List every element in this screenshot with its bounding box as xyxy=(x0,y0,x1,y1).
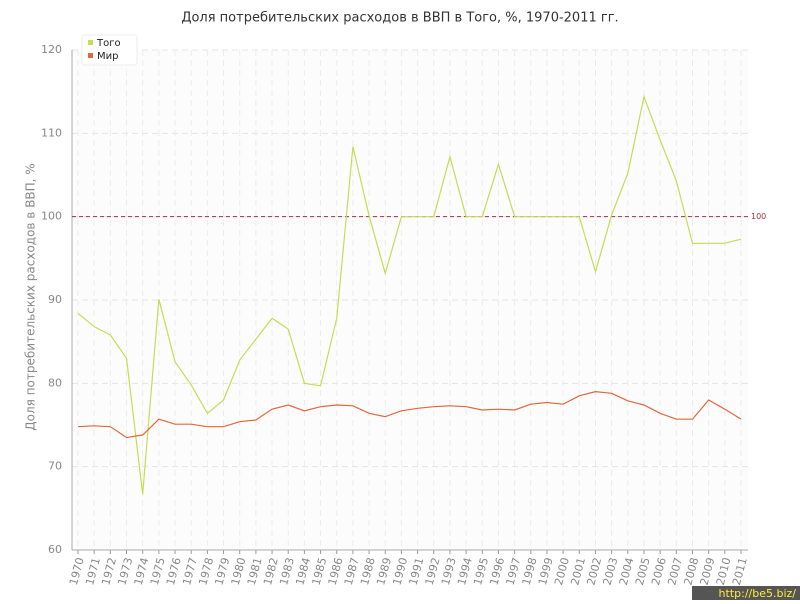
series-line xyxy=(77,391,742,439)
legend-label: Того xyxy=(96,38,121,49)
legend: Того Мир xyxy=(81,34,138,66)
y-tick-label: 80 xyxy=(48,376,62,389)
chart-title: Доля потребительских расходов в ВВП в То… xyxy=(181,11,618,26)
y-tick-label: 120 xyxy=(41,43,62,56)
watermark: http://be5.biz/ xyxy=(719,587,797,600)
y-tick-label: 90 xyxy=(48,293,62,306)
y-tick-label: 70 xyxy=(48,460,62,473)
legend-swatch xyxy=(88,40,93,45)
series-line xyxy=(77,94,742,495)
legend-box xyxy=(81,34,138,66)
y-tick-label: 110 xyxy=(41,126,62,139)
legend-label: Мир xyxy=(97,51,118,62)
y-axis-label: Доля потребительских расходов в ВВП, % xyxy=(24,163,38,430)
watermark-box xyxy=(692,586,800,600)
legend-swatch xyxy=(88,53,93,58)
y-tick-label: 60 xyxy=(48,543,62,556)
reference-label: 100 xyxy=(751,212,766,221)
y-tick-label: 100 xyxy=(41,210,62,223)
